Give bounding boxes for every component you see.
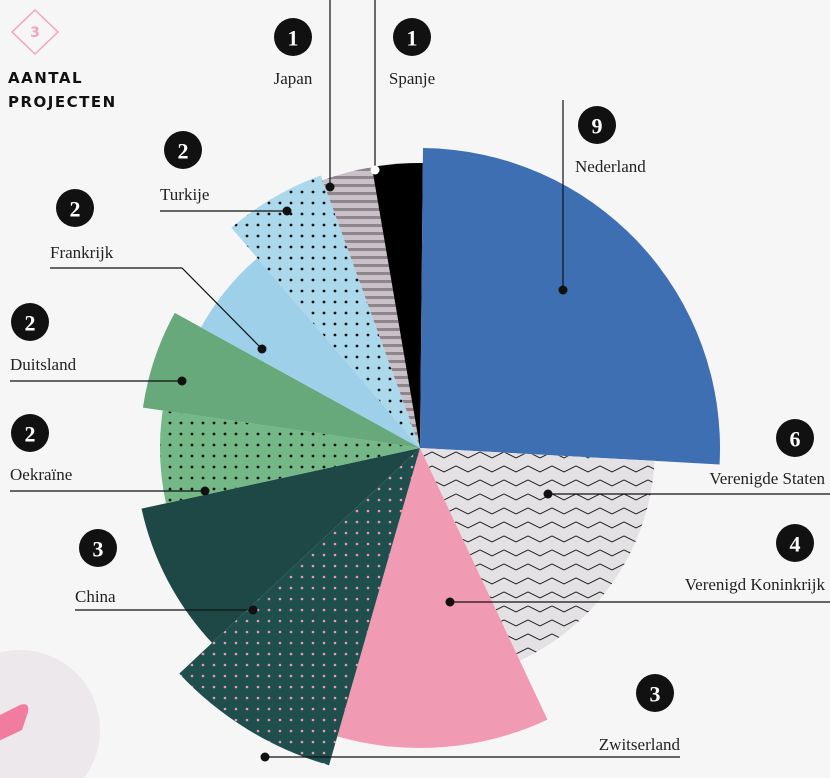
wedge xyxy=(201,258,420,448)
value-badge xyxy=(636,674,674,712)
section-diamond xyxy=(10,8,60,56)
wedge-texture xyxy=(231,175,420,448)
leader-dot xyxy=(260,752,270,762)
value-badge xyxy=(56,189,94,227)
value-label: 2 xyxy=(178,139,189,164)
value-badge xyxy=(393,18,431,56)
value-badge xyxy=(776,524,814,562)
category-label: Zwitserland xyxy=(599,735,681,754)
value-badge xyxy=(11,303,49,341)
leader-line xyxy=(50,267,263,350)
wedge-texture xyxy=(179,448,420,766)
value-badge xyxy=(274,18,312,56)
leader-dot xyxy=(257,344,267,354)
leader-dot xyxy=(558,285,568,295)
category-label: Oekraïne xyxy=(10,465,72,484)
decor-circle xyxy=(0,650,100,778)
leader-dot xyxy=(282,206,292,216)
category-label: China xyxy=(75,587,116,606)
value-label: 4 xyxy=(790,532,801,557)
value-label: 1 xyxy=(407,26,418,51)
value-label: 2 xyxy=(70,197,81,222)
section-number: 3 xyxy=(30,25,40,41)
value-label: 3 xyxy=(93,537,104,562)
wedge xyxy=(371,163,423,448)
category-label: Nederland xyxy=(575,157,646,176)
category-label: Verenigd Koninkrijk xyxy=(685,575,826,594)
wedge xyxy=(337,448,548,748)
value-badge xyxy=(164,131,202,169)
value-label: 2 xyxy=(25,422,36,447)
wedge-texture xyxy=(322,167,420,448)
value-label: 1 xyxy=(288,26,299,51)
value-badge xyxy=(776,419,814,457)
leader-dot xyxy=(177,376,187,386)
value-label: 3 xyxy=(650,682,661,707)
decor-shape xyxy=(0,704,29,741)
value-badge xyxy=(11,414,49,452)
value-badge xyxy=(578,106,616,144)
leader-dot xyxy=(370,165,380,175)
value-label: 9 xyxy=(592,114,603,139)
value-label: 6 xyxy=(790,427,801,452)
category-label: Frankrijk xyxy=(50,243,114,262)
leader-dot xyxy=(248,605,258,615)
category-label: Duitsland xyxy=(10,355,77,374)
chart-title: AANTAL PROJECTEN xyxy=(8,69,117,111)
wedge xyxy=(420,148,720,465)
wedge-texture xyxy=(159,410,420,504)
leader-dot xyxy=(200,486,210,496)
wedge-texture xyxy=(420,448,655,661)
category-label: Verenigde Staten xyxy=(709,469,825,488)
value-label: 2 xyxy=(25,311,36,336)
category-label: Japan xyxy=(274,69,313,88)
wedge xyxy=(142,312,420,448)
category-label: Turkije xyxy=(160,185,209,204)
leader-dot xyxy=(543,489,553,499)
wedge xyxy=(141,448,420,643)
value-badge xyxy=(79,529,117,567)
leader-dot xyxy=(325,182,335,192)
category-label: Spanje xyxy=(389,69,435,88)
leader-dot xyxy=(445,597,455,607)
